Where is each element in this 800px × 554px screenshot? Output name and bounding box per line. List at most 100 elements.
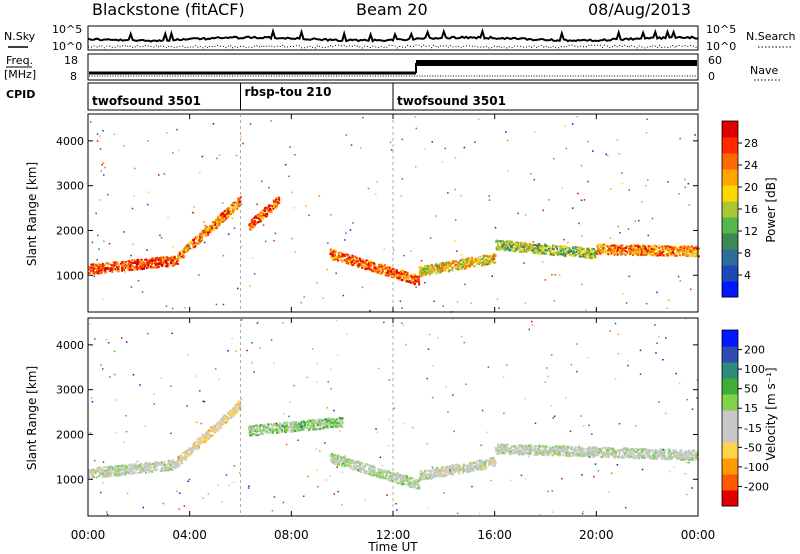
scatter-point [331, 254, 334, 256]
scatter-point [470, 257, 473, 260]
scatter-point [148, 259, 151, 262]
scatter-point [403, 475, 406, 477]
scatter-point [224, 215, 227, 218]
scatter-point [563, 254, 566, 257]
scatter-point [230, 412, 233, 415]
scatter-point [223, 420, 226, 423]
scatter-point [340, 459, 343, 462]
power-ylabel: Slant Range [km] [25, 162, 39, 266]
scatter-point [417, 480, 420, 483]
scatter-point [392, 249, 395, 251]
scatter-point [371, 465, 374, 468]
scatter-point [685, 251, 688, 254]
scatter-point [374, 266, 377, 269]
scatter-point [130, 286, 133, 288]
scatter-point [399, 474, 402, 477]
scatter-point [585, 252, 588, 255]
scatter-point [123, 261, 126, 264]
scatter-point [471, 263, 474, 266]
scatter-point [130, 254, 132, 257]
scatter-point [643, 252, 646, 255]
scatter-point [143, 464, 146, 467]
scatter-point [556, 247, 559, 250]
scatter-point [467, 260, 470, 263]
scatter-point [284, 430, 286, 433]
scatter-point [300, 424, 303, 427]
scatter-point [179, 253, 181, 256]
scatter-point [567, 241, 569, 244]
scatter-point [426, 269, 428, 272]
scatter-point [402, 276, 405, 279]
scatter-point [660, 246, 663, 249]
scatter-point [441, 270, 444, 272]
scatter-point [578, 255, 581, 258]
scatter-point [390, 474, 393, 477]
scatter-point [360, 466, 363, 469]
scatter-point [571, 249, 574, 252]
scatter-point [372, 465, 375, 468]
scatter-point [104, 262, 107, 265]
scatter-point [463, 265, 466, 267]
scatter-point [543, 247, 546, 250]
scatter-point [684, 249, 687, 252]
freq-tick-bottom: 8 [70, 70, 77, 83]
scatter-point [491, 260, 494, 263]
scatter-point [448, 471, 451, 474]
scatter-point [426, 267, 429, 270]
scatter-point [322, 421, 325, 424]
scatter-point [460, 258, 463, 261]
scatter-point [423, 471, 426, 474]
scatter-point [142, 260, 145, 263]
scatter-point [341, 254, 343, 257]
scatter-point [603, 249, 606, 252]
scatter-point [667, 181, 669, 183]
scatter-point [646, 245, 648, 248]
scatter-point [690, 288, 692, 290]
scatter-point [226, 214, 229, 217]
scatter-point [441, 161, 444, 163]
scatter-point [353, 465, 356, 468]
scatter-point [341, 464, 343, 467]
scatter-point [279, 427, 282, 430]
scatter-point [259, 429, 262, 432]
scatter-point [478, 461, 481, 464]
scatter-point [373, 470, 376, 472]
scatter-point [387, 479, 390, 482]
scatter-point [171, 256, 174, 259]
scatter-point [138, 466, 141, 469]
scatter-point [691, 249, 694, 252]
scatter-point [336, 455, 339, 458]
scatter-point [149, 262, 152, 264]
scatter-point [319, 428, 322, 431]
scatter-point [456, 463, 459, 466]
scatter-point [272, 427, 275, 430]
scatter-point [422, 268, 424, 271]
scatter-point [455, 267, 457, 270]
scatter-point [160, 264, 163, 267]
scatter-point [134, 262, 137, 265]
scatter-point [141, 261, 144, 264]
scatter-point [189, 447, 192, 450]
scatter-point [123, 231, 125, 233]
scatter-point [395, 275, 398, 278]
scatter-point [226, 411, 229, 414]
scatter-point [268, 431, 271, 434]
scatter-point [291, 191, 293, 194]
scatter-point [292, 422, 295, 425]
scatter-point [102, 474, 105, 477]
scatter-point [609, 188, 612, 190]
scatter-point [420, 268, 423, 270]
scatter-point [367, 266, 370, 269]
scatter-point [456, 250, 458, 252]
scatter-point [632, 246, 635, 249]
scatter-point [326, 419, 329, 422]
scatter-point [472, 469, 475, 472]
scatter-point [207, 233, 209, 236]
scatter-point [607, 249, 610, 252]
scatter-point [110, 471, 113, 474]
scatter-point [428, 265, 431, 268]
scatter-point [261, 180, 263, 183]
scatter-point [655, 245, 658, 248]
scatter-point [436, 268, 439, 271]
scatter-point [416, 276, 419, 279]
